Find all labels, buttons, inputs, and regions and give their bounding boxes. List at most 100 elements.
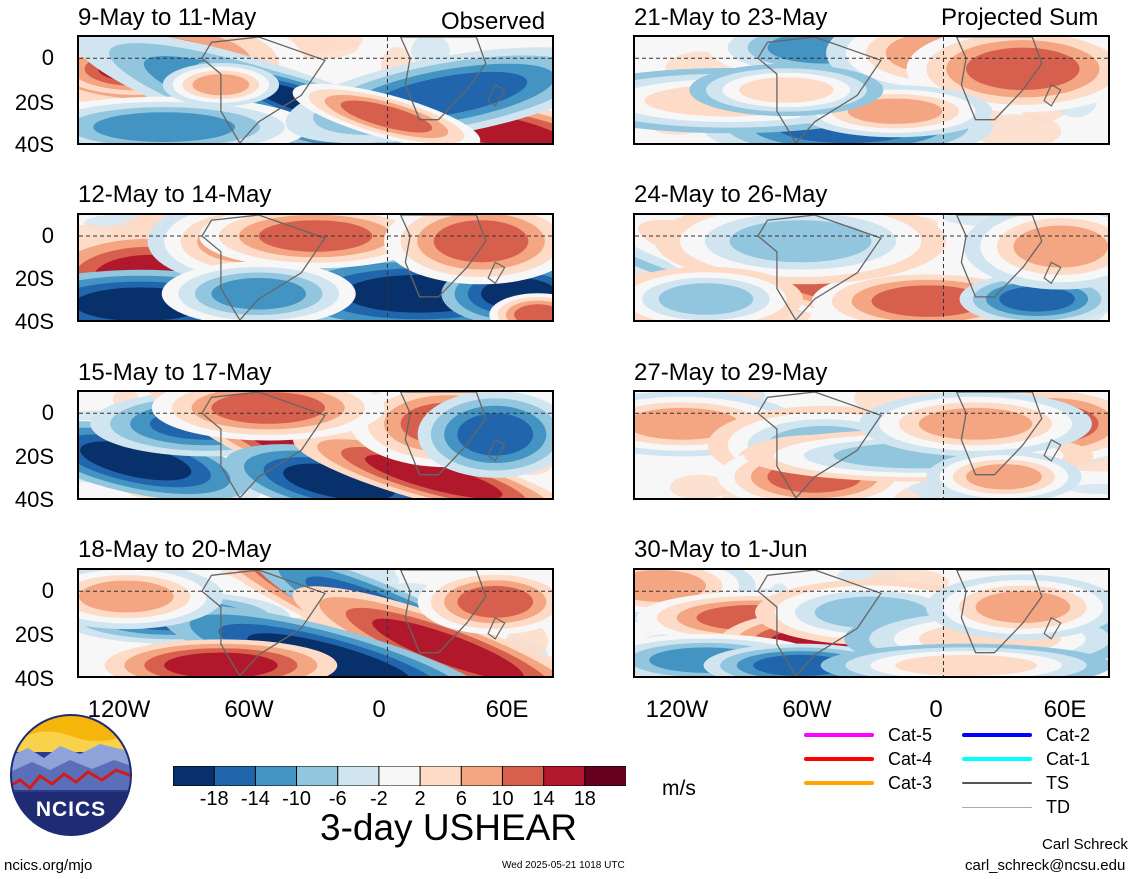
colorbar-swatch: [584, 765, 627, 787]
shear-contour: [457, 585, 534, 618]
shear-field: [79, 215, 552, 320]
shear-contour: [753, 654, 848, 676]
shear-contour: [211, 392, 325, 424]
coastline-africa: [955, 392, 1043, 476]
shear-contour: [372, 618, 524, 676]
observed-label: Observed: [441, 8, 546, 35]
shear-contour: [966, 47, 1080, 90]
colorbar-tick-label: 18: [573, 788, 596, 810]
panel-title: 15-May to 17-May: [78, 359, 272, 386]
colorbar-swatch: [378, 765, 422, 787]
map-panel: [77, 35, 554, 145]
map-panel: [633, 35, 1110, 145]
coastline-madagascar: [487, 261, 506, 285]
colorbar-tick-label: -14: [240, 788, 270, 810]
legend-swatch: [962, 757, 1032, 761]
shear-contour: [340, 100, 433, 133]
legend-swatch: [804, 733, 874, 737]
shear-field: [635, 392, 1108, 498]
map-panel: [77, 568, 554, 678]
logo-text: NCICS: [35, 798, 107, 821]
shear-contour: [847, 98, 943, 124]
colorbar-graphic: [172, 765, 627, 787]
lat-tick-label: 20S: [14, 266, 54, 291]
website-link[interactable]: ncics.org/mjo: [4, 857, 93, 874]
lat-tick-label: 40S: [14, 487, 54, 512]
coastline-africa: [399, 37, 487, 121]
field-patch: [292, 37, 333, 55]
coastline-africa: [955, 37, 1043, 121]
colorbar-swatch: [213, 765, 257, 787]
lon-tick-label: 120W: [645, 696, 709, 723]
lon-tick-label: 120W: [87, 696, 151, 723]
shear-contour: [211, 278, 307, 310]
shear-contour: [966, 464, 1042, 490]
colorbar-tick-label: 2: [414, 788, 426, 810]
shear-contour: [658, 283, 754, 315]
panel-title: 27-May to 29-May: [634, 359, 828, 386]
coastline-africa: [399, 570, 487, 654]
coastline-africa: [399, 392, 487, 476]
legend-swatch: [804, 781, 874, 785]
legend-label: TD: [1046, 797, 1070, 817]
colorbar-tick-label: 6: [455, 788, 467, 810]
colorbar-tick-label: -6: [328, 788, 347, 810]
panel-title: 21-May to 23-May: [634, 4, 828, 31]
lat-tick-label: 20S: [14, 90, 54, 115]
map-panel: [77, 213, 554, 322]
field-patch: [1069, 483, 1108, 495]
colorbar-swatch: [254, 765, 298, 787]
units-label: m/s: [662, 777, 696, 800]
lat-tick-label: 20S: [14, 622, 54, 647]
ncics-logo: NCICS: [10, 714, 132, 836]
colorbar-tick-label: 14: [532, 788, 555, 810]
panel-title: 12-May to 14-May: [78, 181, 272, 208]
shear-contour: [433, 220, 529, 263]
colorbar-swatch: [460, 765, 504, 787]
colorbar-swatch: [296, 765, 339, 787]
colorbar-tick-label: -18: [199, 788, 229, 810]
shear-contour: [635, 407, 740, 440]
lat-tick-label: 0: [41, 223, 54, 248]
lon-tick-label: 60E: [485, 696, 529, 723]
legend-swatch: [962, 733, 1032, 737]
shear-contour: [80, 441, 192, 481]
legend-swatch: [962, 807, 1032, 808]
panel-title: 9-May to 11-May: [78, 4, 257, 31]
author: Carl Schreck: [1042, 836, 1128, 853]
legend-swatch: [804, 757, 874, 761]
shear-field: [635, 215, 1108, 320]
legend-label: TS: [1046, 773, 1070, 793]
colorbar-swatch: [172, 765, 216, 787]
email-link[interactable]: carl_schreck@ncsu.edu: [965, 857, 1126, 874]
timestamp: Wed 2025-05-21 1018 UTC: [502, 860, 625, 871]
legend-label: Cat-4: [888, 749, 933, 769]
projected-label: Projected Sum: [941, 4, 1099, 31]
coastline-madagascar: [487, 83, 506, 107]
coastline-south-america: [757, 37, 882, 143]
coastline-south-america: [201, 37, 326, 143]
legend-label: Cat-5: [888, 725, 933, 745]
coastline-south-america: [757, 215, 882, 320]
legend-label: Cat-1: [1046, 749, 1091, 769]
coastline-madagascar: [487, 616, 506, 640]
map-panel: [633, 213, 1110, 322]
shear-contour: [93, 112, 236, 142]
coastline-south-america: [201, 215, 326, 320]
lat-tick-label: 0: [41, 45, 54, 70]
coastline-south-america: [201, 392, 326, 498]
coastline-africa: [955, 570, 1043, 654]
shear-contour: [457, 413, 534, 456]
shear-contour: [871, 285, 986, 317]
shear-contour: [918, 407, 1033, 440]
shear-contour: [365, 454, 503, 498]
shear-field: [79, 37, 552, 143]
shear-contour: [258, 220, 373, 252]
shear-contour: [975, 591, 1071, 623]
panel-title: 24-May to 26-May: [634, 181, 828, 208]
shear-contour: [514, 304, 552, 320]
coastline-south-america: [757, 570, 882, 676]
coastline-south-america: [201, 570, 326, 676]
ncics-logo-graphic: [10, 714, 132, 836]
lat-tick-label: 0: [41, 400, 54, 425]
